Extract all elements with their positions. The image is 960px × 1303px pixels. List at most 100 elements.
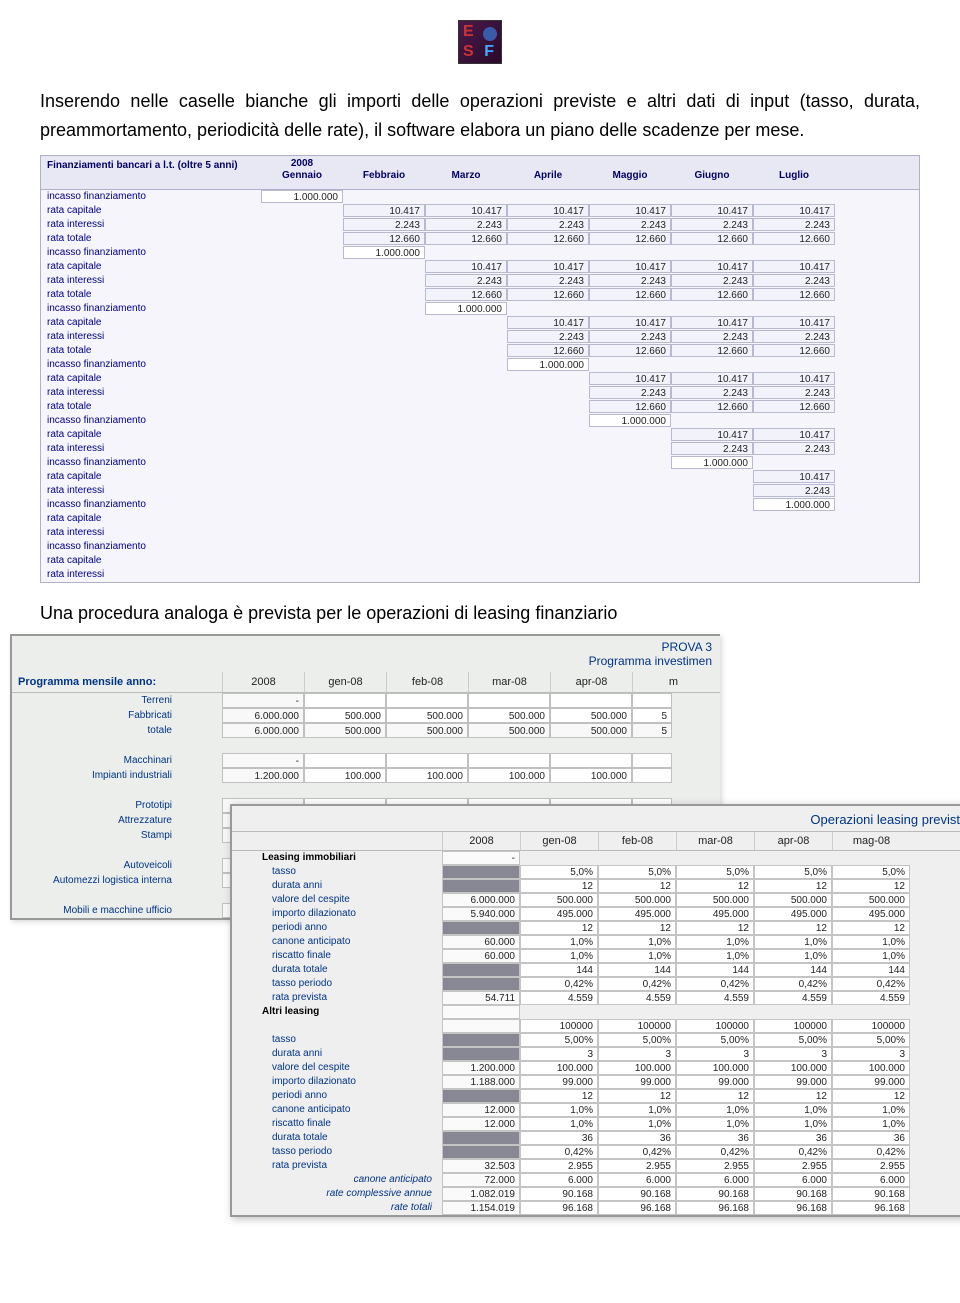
leasing-cell[interactable]: 100.000 xyxy=(832,1061,910,1075)
leasing-cell[interactable]: 1,0% xyxy=(676,1117,754,1131)
leasing-cell[interactable]: 1,0% xyxy=(598,949,676,963)
leasing-cell[interactable]: 12 xyxy=(520,1089,598,1103)
leasing-cell[interactable]: 12 xyxy=(676,1089,754,1103)
leasing-cell[interactable]: 4.559 xyxy=(520,991,598,1005)
leasing-cell[interactable]: 12 xyxy=(832,1089,910,1103)
leasing-cell[interactable]: 3 xyxy=(832,1047,910,1061)
leasing-cell[interactable]: 4.559 xyxy=(676,991,754,1005)
leasing-cell[interactable]: 5,00% xyxy=(598,1033,676,1047)
leasing-cell[interactable]: 12 xyxy=(832,879,910,893)
leasing-cell[interactable]: 1,0% xyxy=(598,1103,676,1117)
investment-cell[interactable]: 500.000 xyxy=(468,708,550,723)
leasing-cell[interactable]: 12 xyxy=(520,879,598,893)
leasing-cell[interactable]: 5,00% xyxy=(676,1033,754,1047)
leasing-cell[interactable]: 2.955 xyxy=(832,1159,910,1173)
leasing-cell[interactable]: 495.000 xyxy=(676,907,754,921)
investment-cell[interactable]: 100.000 xyxy=(468,768,550,783)
leasing-cell[interactable]: 500.000 xyxy=(598,893,676,907)
leasing-cell[interactable]: 5,00% xyxy=(520,1033,598,1047)
investment-cell[interactable] xyxy=(468,693,550,708)
leasing-cell[interactable]: 12 xyxy=(520,921,598,935)
leasing-cell[interactable]: 100000 xyxy=(598,1019,676,1033)
leasing-cell[interactable]: 5,0% xyxy=(754,865,832,879)
leasing-cell[interactable]: 12 xyxy=(754,921,832,935)
leasing-cell[interactable]: 0,42% xyxy=(832,1145,910,1159)
leasing-cell[interactable]: 100.000 xyxy=(520,1061,598,1075)
leasing-cell[interactable]: 99.000 xyxy=(832,1075,910,1089)
leasing-cell[interactable]: 12 xyxy=(676,879,754,893)
leasing-cell[interactable]: 36 xyxy=(832,1131,910,1145)
leasing-cell[interactable]: 5,0% xyxy=(832,865,910,879)
leasing-cell[interactable]: 2.955 xyxy=(676,1159,754,1173)
leasing-cell[interactable]: 0,42% xyxy=(598,1145,676,1159)
leasing-cell[interactable]: 99.000 xyxy=(676,1075,754,1089)
incasso-input[interactable]: 1.000.000 xyxy=(671,456,753,469)
incasso-input[interactable]: 1.000.000 xyxy=(753,498,835,511)
leasing-cell[interactable]: 1,0% xyxy=(520,935,598,949)
leasing-cell[interactable]: 4.559 xyxy=(832,991,910,1005)
leasing-cell[interactable]: 1,0% xyxy=(598,935,676,949)
leasing-cell[interactable]: 495.000 xyxy=(754,907,832,921)
leasing-cell[interactable]: 3 xyxy=(676,1047,754,1061)
investment-cell[interactable] xyxy=(386,753,468,768)
investment-cell[interactable] xyxy=(304,693,386,708)
leasing-cell[interactable]: 3 xyxy=(520,1047,598,1061)
leasing-cell[interactable]: 5,0% xyxy=(520,865,598,879)
investment-cell[interactable]: 100.000 xyxy=(304,768,386,783)
leasing-cell[interactable]: 100.000 xyxy=(598,1061,676,1075)
leasing-cell[interactable]: 1,0% xyxy=(754,1103,832,1117)
leasing-cell[interactable]: 100000 xyxy=(832,1019,910,1033)
leasing-cell[interactable]: 1,0% xyxy=(520,1103,598,1117)
leasing-cell[interactable]: 1,0% xyxy=(598,1117,676,1131)
leasing-cell[interactable]: 12 xyxy=(598,921,676,935)
leasing-cell[interactable]: 495.000 xyxy=(598,907,676,921)
leasing-cell[interactable]: 5,00% xyxy=(832,1033,910,1047)
leasing-cell[interactable]: 1,0% xyxy=(832,949,910,963)
leasing-cell[interactable]: 0,42% xyxy=(754,1145,832,1159)
leasing-cell[interactable]: 1,0% xyxy=(754,949,832,963)
incasso-input[interactable]: 1.000.000 xyxy=(589,414,671,427)
leasing-cell[interactable]: 100000 xyxy=(520,1019,598,1033)
investment-cell[interactable] xyxy=(550,753,632,768)
leasing-cell[interactable]: 12 xyxy=(598,879,676,893)
leasing-cell[interactable]: 0,42% xyxy=(832,977,910,991)
incasso-input[interactable]: 1.000.000 xyxy=(343,246,425,259)
leasing-cell[interactable]: 1,0% xyxy=(832,1117,910,1131)
leasing-cell[interactable]: 1,0% xyxy=(676,949,754,963)
leasing-cell[interactable]: 1,0% xyxy=(520,949,598,963)
leasing-cell[interactable]: 144 xyxy=(598,963,676,977)
incasso-input[interactable]: 1.000.000 xyxy=(261,190,343,203)
leasing-cell[interactable]: 36 xyxy=(520,1131,598,1145)
leasing-cell[interactable]: 1,0% xyxy=(520,1117,598,1131)
leasing-cell[interactable]: 3 xyxy=(598,1047,676,1061)
investment-cell[interactable]: 500.000 xyxy=(550,708,632,723)
investment-cell[interactable]: 100.000 xyxy=(550,768,632,783)
leasing-cell[interactable]: 4.559 xyxy=(598,991,676,1005)
incasso-input[interactable]: 1.000.000 xyxy=(507,358,589,371)
incasso-input[interactable]: 1.000.000 xyxy=(425,302,507,315)
leasing-cell[interactable]: 12 xyxy=(598,1089,676,1103)
leasing-cell[interactable]: 100000 xyxy=(754,1019,832,1033)
investment-cell[interactable] xyxy=(386,693,468,708)
leasing-cell[interactable]: 99.000 xyxy=(598,1075,676,1089)
leasing-cell[interactable]: 12 xyxy=(754,1089,832,1103)
investment-cell[interactable] xyxy=(468,753,550,768)
leasing-cell[interactable]: 100000 xyxy=(676,1019,754,1033)
leasing-cell[interactable]: 12 xyxy=(832,921,910,935)
investment-cell[interactable]: 500.000 xyxy=(304,708,386,723)
leasing-cell[interactable]: 0,42% xyxy=(676,977,754,991)
leasing-cell[interactable]: 1,0% xyxy=(676,935,754,949)
leasing-cell[interactable]: 2.955 xyxy=(520,1159,598,1173)
leasing-cell[interactable]: 100.000 xyxy=(754,1061,832,1075)
investment-cell[interactable] xyxy=(632,693,672,708)
leasing-cell[interactable]: 144 xyxy=(520,963,598,977)
leasing-cell[interactable]: 0,42% xyxy=(520,1145,598,1159)
investment-cell[interactable]: 500.000 xyxy=(386,708,468,723)
leasing-cell[interactable]: 5,0% xyxy=(598,865,676,879)
investment-cell[interactable]: 100.000 xyxy=(386,768,468,783)
leasing-cell[interactable]: 12 xyxy=(676,921,754,935)
leasing-cell[interactable]: 5,00% xyxy=(754,1033,832,1047)
leasing-cell[interactable]: 0,42% xyxy=(598,977,676,991)
leasing-cell[interactable]: 144 xyxy=(676,963,754,977)
leasing-cell[interactable]: 5,0% xyxy=(676,865,754,879)
